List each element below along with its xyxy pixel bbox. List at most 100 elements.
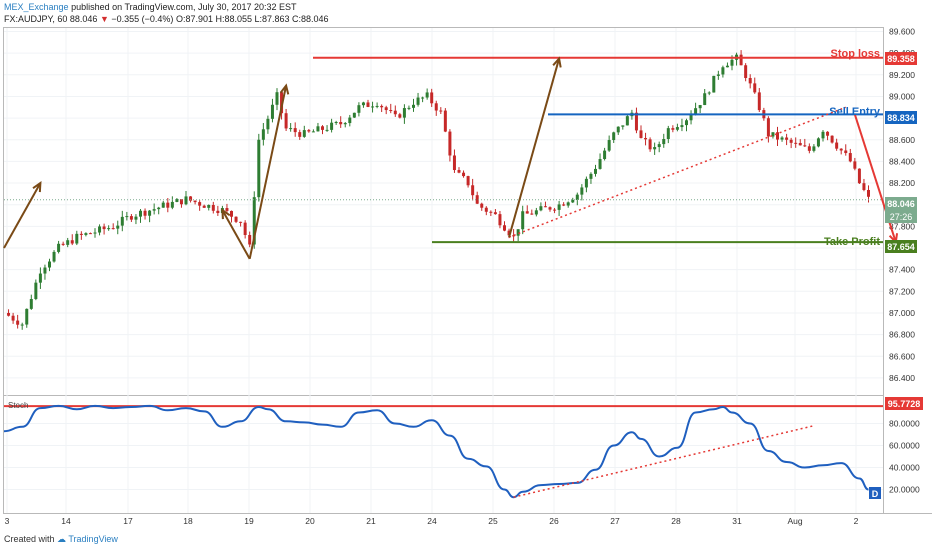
time-tick-label: 14	[61, 516, 71, 526]
d-badge-text: D	[872, 489, 879, 499]
candle-body	[170, 201, 174, 208]
candle-body	[425, 92, 429, 98]
candle-body	[52, 251, 56, 262]
price-tick-label: 89.000	[889, 91, 915, 101]
candle-body	[521, 211, 525, 230]
stoch-axis[interactable]: 80.0000 60.0000 40.0000 20.0000	[889, 419, 920, 495]
price-change: −0.355 (−0.4%)	[111, 14, 174, 24]
candle-body	[357, 105, 361, 113]
candle-body	[744, 65, 748, 79]
candle-body	[257, 139, 261, 198]
candle-body	[266, 118, 270, 130]
candle-body	[29, 299, 33, 309]
candle-body	[248, 234, 252, 245]
last-price: 88.046	[69, 14, 98, 24]
candle-body	[371, 106, 375, 108]
price-tick-label: 87.200	[889, 286, 915, 296]
chart-footer: Created with ☁ TradingView	[0, 528, 932, 550]
candle-body	[648, 139, 652, 150]
candle-body	[129, 216, 133, 220]
symbol-line: FX:AUDJPY, 60 88.046 ▼ −0.355 (−0.4%) O:…	[4, 14, 329, 24]
candle-body	[689, 114, 693, 121]
candle-body	[179, 199, 183, 205]
candle-body	[79, 233, 83, 235]
candle-body	[93, 232, 97, 234]
take-profit-label: Take Profit	[824, 236, 880, 248]
time-axis[interactable]: 3 14 17 18 19 20 21 24 25 26 27 28 31 Aug 2	[5, 516, 859, 526]
candle-body	[766, 118, 770, 137]
candle-body	[462, 172, 466, 177]
candle-body	[25, 308, 29, 325]
price-chart[interactable]: 89.60089.40089.20089.00088.80088.60088.4…	[0, 0, 932, 528]
candle-body	[571, 199, 575, 203]
candle-body	[75, 233, 79, 244]
projection-arrow-head	[221, 208, 231, 220]
candle-body	[780, 137, 784, 140]
time-tick-label: 2	[854, 516, 859, 526]
time-tick-label: 20	[305, 516, 315, 526]
candle-body	[653, 147, 657, 150]
candle-body	[566, 202, 570, 206]
stop-loss-tag	[885, 52, 917, 65]
countdown-text: 27:26	[890, 212, 913, 222]
candle-body	[553, 209, 557, 211]
price-tick-label: 88.400	[889, 156, 915, 166]
author-link[interactable]: MEX_Exchange	[4, 2, 69, 12]
price-tick-label: 86.400	[889, 373, 915, 383]
candle-body	[11, 315, 15, 321]
candle-body	[448, 131, 452, 156]
candle-body	[98, 226, 102, 233]
candle-body	[707, 92, 711, 94]
candle-body	[139, 210, 142, 217]
candle-body	[384, 107, 388, 111]
price-tick-label: 89.200	[889, 70, 915, 80]
candle-body	[57, 243, 61, 252]
candle-body	[61, 243, 65, 245]
time-tick-label: 28	[671, 516, 681, 526]
candle-body	[466, 176, 470, 186]
projection-arrow-head	[279, 83, 290, 95]
candle-body	[867, 189, 870, 197]
candle-body	[516, 229, 520, 236]
stop-loss-tag-text: 89.358	[887, 54, 915, 64]
time-tick-label: 18	[183, 516, 193, 526]
support-trend-line	[508, 106, 847, 238]
candle-body	[38, 273, 42, 283]
candle-body	[307, 130, 311, 132]
candle-body	[325, 129, 329, 131]
candle-body	[261, 129, 265, 140]
candle-body	[489, 211, 493, 213]
down-arrow-icon: ▼	[99, 14, 109, 24]
candle-body	[807, 146, 811, 151]
candle-body	[853, 161, 857, 169]
candle-body	[111, 228, 115, 230]
candle-body	[161, 202, 165, 208]
candle-body	[503, 225, 506, 231]
candle-body	[776, 132, 779, 140]
candle-body	[352, 112, 356, 118]
candle-body	[812, 146, 816, 151]
candle-body	[439, 110, 443, 112]
symbol-label: FX:AUDJPY, 60	[4, 14, 68, 24]
time-tick-label: 3	[5, 516, 10, 526]
candle-body	[612, 132, 616, 141]
d-badge[interactable]	[869, 487, 881, 499]
candle-body	[189, 196, 193, 201]
stoch-pane-border	[3, 395, 884, 514]
projection-arrow	[508, 58, 561, 238]
candle-body	[302, 130, 306, 137]
candle-body	[493, 212, 497, 215]
candle-body	[644, 138, 648, 140]
candle-body	[230, 210, 233, 217]
candle-body	[330, 122, 334, 130]
candle-body	[562, 204, 566, 206]
take-profit-tag-text: 87.654	[887, 242, 915, 252]
candle-body	[157, 207, 161, 210]
candle-body	[43, 267, 47, 274]
stoch-indicator-label: Stoch	[8, 401, 28, 410]
candle-body	[407, 107, 411, 109]
time-tick-label: 21	[366, 516, 376, 526]
candle-body	[207, 204, 211, 208]
tradingview-brand[interactable]: TradingView	[68, 534, 118, 544]
candle-body	[316, 126, 320, 132]
